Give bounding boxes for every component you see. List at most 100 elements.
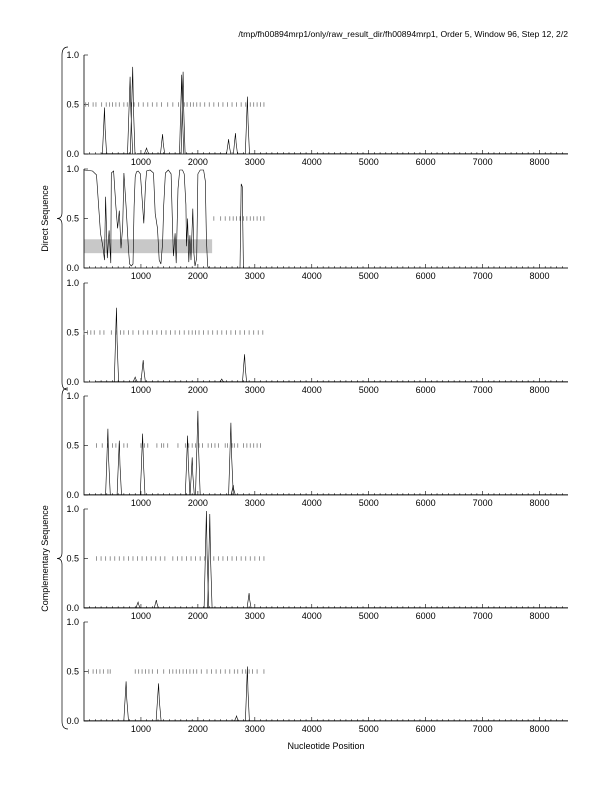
peak-trace (123, 681, 129, 722)
y-tick-label: 0.0 (66, 716, 79, 726)
x-tick-label: 4000 (302, 385, 322, 395)
peak-trace (102, 107, 107, 155)
x-tick-label: 3000 (245, 611, 265, 621)
peak-trace (234, 715, 239, 722)
peak-trace (155, 683, 162, 722)
x-tick-label: 4000 (302, 157, 322, 167)
sequence-group-labels: Direct Sequence Complementary Sequence (40, 46, 69, 730)
x-tick-label: 7000 (473, 157, 493, 167)
peak-trace (140, 433, 146, 496)
peak-trace (203, 510, 210, 609)
x-tick-label: 3000 (245, 271, 265, 281)
x-tick-label: 3000 (245, 157, 265, 167)
peak-trace (116, 440, 122, 496)
x-tick-label: 6000 (416, 611, 436, 621)
x-tick-label: 1000 (131, 157, 151, 167)
x-tick-label: 2000 (188, 611, 208, 621)
y-tick-label: 0.5 (66, 214, 79, 224)
peak-trace (132, 376, 138, 383)
x-tick-label: 1000 (131, 385, 151, 395)
peak-trace (105, 428, 111, 496)
peak-trace (226, 139, 232, 155)
peak-trace (189, 457, 195, 496)
x-tick-label: 6000 (416, 157, 436, 167)
x-tick-label: 5000 (359, 271, 379, 281)
x-tick-label: 6000 (416, 271, 436, 281)
peak-trace (135, 601, 141, 609)
panel-3: 0.0 0.5 1.0 1000 2000 3000 4000 5000 6000 7000 800… (66, 278, 568, 395)
panel-6: 0.0 0.5 1.0 1000 2000 3000 4000 5000 6000 7000 800… (66, 617, 568, 734)
peak-trace (130, 66, 136, 155)
x-tick-label: 6000 (416, 724, 436, 734)
x-tick-label: 3000 (245, 724, 265, 734)
group-label: Complementary Sequence (40, 505, 50, 612)
y-tick-label: 1.0 (66, 278, 79, 288)
y-tick-label: 0.0 (66, 149, 79, 159)
x-tick-label: 5000 (359, 498, 379, 508)
y-tick-label: 0.5 (66, 441, 79, 451)
x-tick-label: 2000 (188, 498, 208, 508)
x-tick-label: 3000 (245, 498, 265, 508)
x-tick-label: 8000 (530, 385, 550, 395)
peak-trace (219, 378, 225, 383)
peak-trace (245, 96, 250, 155)
peak-trace (153, 600, 159, 609)
x-tick-label: 6000 (416, 385, 436, 395)
y-tick-label: 0.5 (66, 100, 79, 110)
x-tick-label: 8000 (530, 271, 550, 281)
x-tick-label: 4000 (302, 724, 322, 734)
y-tick-label: 0.5 (66, 328, 79, 338)
panel-axes (83, 622, 568, 722)
peak-trace (207, 513, 213, 609)
peak-trace (228, 422, 234, 496)
x-tick-label: 8000 (530, 724, 550, 734)
y-tick-label: 1.0 (66, 164, 79, 174)
peak-trace (140, 360, 146, 383)
y-tick-label: 1.0 (66, 504, 79, 514)
group-brace (56, 387, 69, 730)
x-tick-label: 5000 (359, 157, 379, 167)
x-tick-label: 4000 (302, 271, 322, 281)
x-tick-label: 7000 (473, 724, 493, 734)
peak-trace (144, 147, 150, 155)
signal-trace (83, 169, 568, 269)
x-tick-label: 1000 (131, 271, 151, 281)
y-tick-label: 1.0 (66, 391, 79, 401)
x-tick-label: 1000 (131, 724, 151, 734)
x-tick-label: 5000 (359, 724, 379, 734)
x-tick-label: 7000 (473, 271, 493, 281)
panel-axes (83, 509, 568, 609)
x-tick-label: 7000 (473, 611, 493, 621)
x-tick-label: 8000 (530, 611, 550, 621)
x-tick-label: 6000 (416, 498, 436, 508)
peak-trace (242, 354, 247, 383)
peak-trace (195, 410, 201, 496)
peak-trace (185, 435, 191, 496)
x-tick-label: 2000 (188, 385, 208, 395)
peak-trace (245, 666, 250, 722)
peak-trace (160, 134, 165, 155)
panel-5: 0.0 0.5 1.0 1000 2000 3000 4000 5000 6000 7000 800… (66, 504, 568, 621)
y-tick-label: 0.0 (66, 490, 79, 500)
x-tick-label: 3000 (245, 385, 265, 395)
y-tick-label: 0.5 (66, 554, 79, 564)
x-tick-label: 8000 (530, 498, 550, 508)
peak-trace (233, 133, 238, 155)
group-brace (56, 46, 69, 391)
x-tick-label: 4000 (302, 498, 322, 508)
y-tick-label: 1.0 (66, 50, 79, 60)
x-tick-label: 2000 (188, 157, 208, 167)
group-label: Direct Sequence (40, 185, 50, 252)
panel-4: 0.0 0.5 1.0 1000 2000 3000 4000 5000 6000 7000 800… (66, 391, 568, 508)
x-tick-label: 2000 (188, 724, 208, 734)
x-tick-label: 7000 (473, 385, 493, 395)
x-tick-label: 7000 (473, 498, 493, 508)
x-tick-label: 8000 (530, 157, 550, 167)
peak-trace (179, 74, 185, 155)
y-tick-label: 0.0 (66, 263, 79, 273)
x-tick-label: 1000 (131, 498, 151, 508)
x-tick-label: 2000 (188, 271, 208, 281)
highlight-band (84, 239, 213, 254)
x-tick-label: 5000 (359, 611, 379, 621)
y-tick-label: 0.0 (66, 377, 79, 387)
